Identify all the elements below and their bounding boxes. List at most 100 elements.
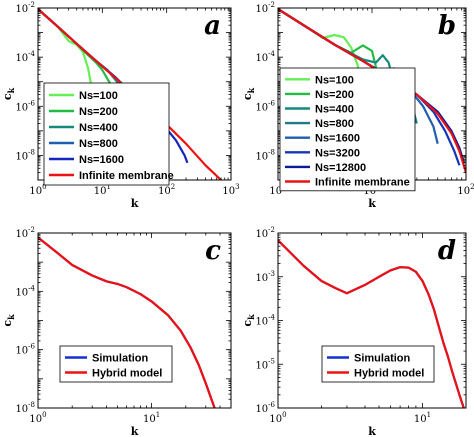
legend-box	[59, 345, 173, 383]
legend-entry: Infinite membrane	[79, 170, 174, 182]
svg-text:10-5: 10-5	[255, 357, 275, 371]
svg-text:ck: ck	[1, 314, 16, 327]
legend-entry: Ns=100	[315, 74, 354, 86]
y-tick-label: 10-4	[255, 50, 275, 64]
legend-entry: Ns=100	[79, 90, 118, 102]
svg-text:10-4: 10-4	[255, 50, 275, 64]
series-line-simulation	[38, 236, 216, 408]
y-tick-label: 10-8	[15, 401, 35, 415]
svg-text:101: 101	[143, 411, 160, 425]
svg-text:10-2: 10-2	[255, 1, 275, 15]
svg-text:10-2: 10-2	[15, 226, 35, 240]
y-tick-label: 10-6	[15, 99, 35, 113]
legend-entry: Ns=200	[315, 89, 354, 101]
legend: Simulation Hybrid model	[59, 345, 173, 383]
svg-text:10-4: 10-4	[15, 50, 35, 64]
panel-b: 10010110210-810-610-410-2kckbNs=100Ns=20…	[241, 1, 474, 210]
legend-entry: Hybrid model	[92, 368, 162, 380]
svg-text:102: 102	[457, 183, 474, 197]
legend-entry: Ns=400	[79, 122, 118, 134]
y-axis-label: ck	[241, 314, 256, 327]
x-axis-label: k	[368, 197, 376, 210]
y-tick-label: 10-4	[255, 314, 275, 328]
y-tick-label: 10-2	[15, 1, 35, 15]
legend-entry: Ns=800	[315, 118, 354, 130]
y-axis-label: ck	[1, 314, 16, 327]
series-group	[278, 239, 465, 408]
y-tick-label: 10-3	[255, 270, 275, 284]
svg-text:101: 101	[414, 411, 431, 425]
svg-text:10-8: 10-8	[255, 148, 275, 162]
x-tick-label: 100	[29, 183, 46, 197]
y-tick-label: 10-4	[15, 284, 35, 298]
y-tick-label: 10-4	[15, 50, 35, 64]
legend-entry: Ns=800	[79, 138, 118, 150]
x-axis-label: k	[131, 197, 139, 210]
legend-entry: Ns=400	[315, 104, 354, 116]
legend-entry: Ns=1600	[79, 154, 124, 166]
svg-text:101: 101	[94, 183, 111, 197]
y-tick-label: 10-2	[255, 226, 275, 240]
y-tick-label: 10-2	[255, 1, 275, 15]
x-tick-label: 103	[222, 183, 239, 197]
svg-text:10-8: 10-8	[15, 401, 35, 415]
svg-text:ck: ck	[241, 87, 256, 100]
x-tick-label: 101	[143, 411, 160, 425]
legend-entry: Ns=3200	[315, 147, 360, 159]
svg-text:10-3: 10-3	[255, 270, 275, 284]
y-tick-label: 10-8	[255, 148, 275, 162]
legend-entry: Ns=12800	[315, 162, 366, 174]
legend-entry: Ns=1600	[315, 133, 360, 145]
svg-text:102: 102	[158, 183, 175, 197]
x-tick-label: 100	[269, 411, 286, 425]
y-tick-label: 10-6	[255, 99, 275, 113]
svg-text:10-6: 10-6	[15, 343, 35, 357]
svg-text:ck: ck	[241, 314, 256, 327]
series-line-hybrid-model	[278, 239, 465, 408]
svg-text:10-4: 10-4	[255, 314, 275, 328]
svg-text:10-6: 10-6	[15, 99, 35, 113]
panel-label: a	[204, 11, 221, 41]
x-axis-label: k	[131, 425, 139, 437]
svg-text:100: 100	[269, 411, 286, 425]
y-tick-label: 10-6	[15, 343, 35, 357]
legend-entry: Simulation	[92, 353, 149, 365]
legend-entry: Simulation	[354, 353, 411, 365]
x-axis-label: k	[368, 425, 376, 437]
svg-text:10-2: 10-2	[15, 1, 35, 15]
legend: Ns=100 Ns=200 Ns=400 Ns=800 Ns=1600 Ns=3200 Ns…	[279, 67, 416, 192]
panel-label: c	[205, 236, 221, 266]
svg-text:100: 100	[29, 183, 46, 197]
legend: Ns=100 Ns=200 Ns=400 Ns=800 Ns=1600 Infinite …	[43, 82, 174, 186]
panel-label: d	[438, 236, 456, 266]
svg-text:10-6: 10-6	[255, 99, 275, 113]
series-line-simulation	[278, 239, 465, 408]
x-tick-label: 101	[414, 411, 431, 425]
x-tick-label: 102	[158, 183, 175, 197]
legend-box	[321, 345, 435, 383]
svg-text:10-2: 10-2	[255, 226, 275, 240]
y-tick-label: 10-2	[15, 226, 35, 240]
series-line-hybrid-model	[38, 236, 216, 408]
svg-text:100: 100	[29, 411, 46, 425]
panel-c: 100 101 10-8 10-6 10-4 10-2 k ck c Simulation Hybr…	[1, 226, 232, 437]
x-tick-label: 101	[94, 183, 111, 197]
svg-text:10-6: 10-6	[255, 401, 275, 415]
panel-d: 100 101 10-6 10-5 10-4 10-3 10-2 k ck d Simulation…	[241, 226, 467, 437]
y-axis-label: ck	[1, 87, 16, 100]
panel-a: 100 101 102 10310-810-610-410-2kckaNs=100Ns…	[1, 1, 240, 210]
y-tick-label: 10-5	[255, 357, 275, 371]
svg-text:103: 103	[222, 183, 239, 197]
x-tick-label: 100	[29, 411, 46, 425]
legend-entry: Ns=200	[79, 106, 118, 118]
y-tick-label: 10-8	[15, 148, 35, 162]
legend-entry: Infinite membrane	[315, 177, 410, 189]
svg-text:ck: ck	[1, 87, 16, 100]
x-tick-label: 102	[457, 183, 474, 197]
legend-box	[43, 82, 170, 186]
svg-text:10-8: 10-8	[15, 148, 35, 162]
legend-box	[279, 67, 416, 192]
svg-text:10-4: 10-4	[15, 284, 35, 298]
y-tick-label: 10-6	[255, 401, 275, 415]
